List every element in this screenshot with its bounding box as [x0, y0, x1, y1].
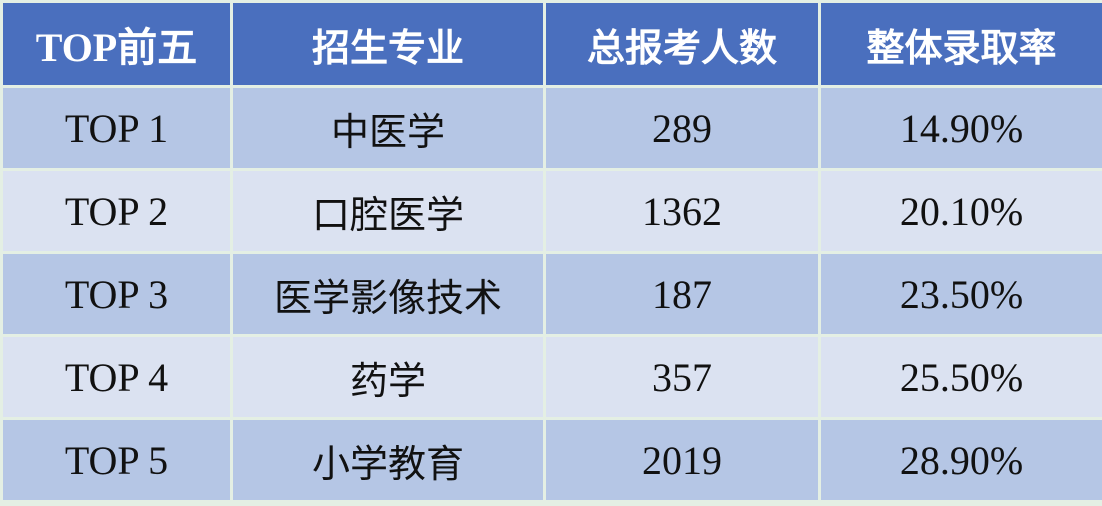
table-row: TOP 5 小学教育 2019 28.90%	[0, 417, 1102, 503]
table-row: TOP 3 医学影像技术 187 23.50%	[0, 251, 1102, 337]
table-cell: 小学教育	[230, 417, 546, 503]
table-row: TOP 4 药学 357 25.50%	[0, 334, 1102, 420]
table-cell: 289	[543, 85, 821, 171]
table-cell: TOP 3	[0, 251, 233, 337]
table-cell: 28.90%	[818, 417, 1102, 503]
table-cell: TOP 4	[0, 334, 233, 420]
table-cell: 药学	[230, 334, 546, 420]
table-row: TOP 2 口腔医学 1362 20.10%	[0, 168, 1102, 254]
table-cell: 23.50%	[818, 251, 1102, 337]
header-row: TOP前五 招生专业 总报考人数 整体录取率	[0, 0, 1102, 88]
table-row: TOP 1 中医学 289 14.90%	[0, 85, 1102, 171]
table-cell: 20.10%	[818, 168, 1102, 254]
table-cell: 14.90%	[818, 85, 1102, 171]
table-cell: 357	[543, 334, 821, 420]
table-cell: 医学影像技术	[230, 251, 546, 337]
table-cell: 1362	[543, 168, 821, 254]
header-cell: TOP前五	[0, 0, 233, 88]
table-cell: 25.50%	[818, 334, 1102, 420]
table-cell: 口腔医学	[230, 168, 546, 254]
table-cell: 中医学	[230, 85, 546, 171]
header-cell: 整体录取率	[818, 0, 1102, 88]
header-cell: 总报考人数	[543, 0, 821, 88]
header-cell: 招生专业	[230, 0, 546, 88]
table-cell: TOP 2	[0, 168, 233, 254]
table-cell: 187	[543, 251, 821, 337]
table-cell: TOP 1	[0, 85, 233, 171]
table-cell: 2019	[543, 417, 821, 503]
table-cell: TOP 5	[0, 417, 233, 503]
